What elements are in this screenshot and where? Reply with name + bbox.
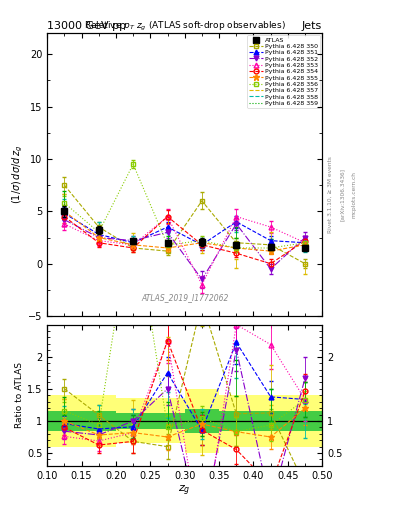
Y-axis label: Ratio to ATLAS: Ratio to ATLAS <box>15 362 24 428</box>
Text: 13000 GeV pp: 13000 GeV pp <box>47 20 126 31</box>
Title: Relative $p_T$ $z_g$ (ATLAS soft-drop observables): Relative $p_T$ $z_g$ (ATLAS soft-drop ob… <box>84 20 286 33</box>
Text: [arXiv:1306.3436]: [arXiv:1306.3436] <box>340 168 345 221</box>
X-axis label: $z_g$: $z_g$ <box>178 483 191 498</box>
Legend: ATLAS, Pythia 6.428 350, Pythia 6.428 351, Pythia 6.428 352, Pythia 6.428 353, P: ATLAS, Pythia 6.428 350, Pythia 6.428 35… <box>247 35 320 108</box>
Text: Rivet 3.1.10, ≥ 3M events: Rivet 3.1.10, ≥ 3M events <box>328 156 333 233</box>
Text: Jets: Jets <box>302 20 322 31</box>
Text: ATLAS_2019_I1772062: ATLAS_2019_I1772062 <box>141 293 228 302</box>
Y-axis label: $(1/\sigma)\,d\sigma/d\,z_g$: $(1/\sigma)\,d\sigma/d\,z_g$ <box>11 145 25 204</box>
Text: mcplots.cern.ch: mcplots.cern.ch <box>352 171 357 218</box>
